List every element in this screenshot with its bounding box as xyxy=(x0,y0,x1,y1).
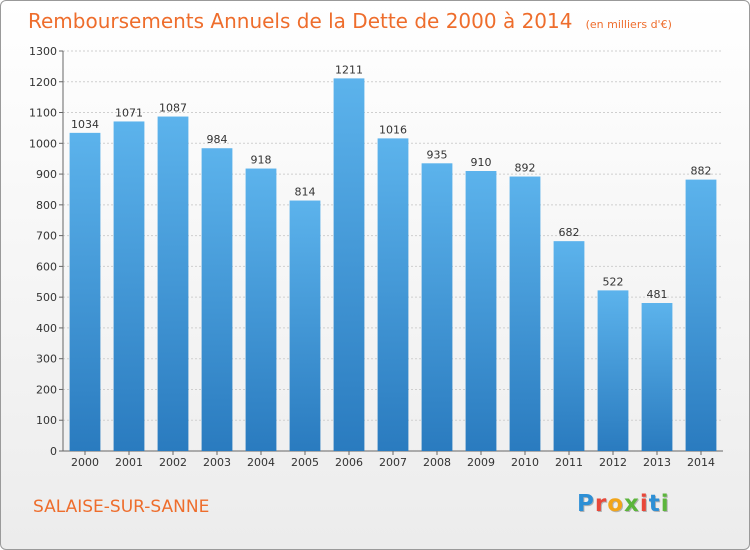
value-label-2011: 682 xyxy=(559,226,580,239)
x-tick-label-2013: 2013 xyxy=(643,456,671,469)
chart-subtitle: (en milliers d'€) xyxy=(585,18,672,31)
y-tick-label: 100 xyxy=(36,414,57,427)
value-label-2013: 481 xyxy=(647,288,668,301)
bar-2007 xyxy=(377,138,409,451)
x-tick-label-2014: 2014 xyxy=(687,456,715,469)
bar-2013 xyxy=(641,303,673,451)
logo-letter: o xyxy=(607,491,625,517)
value-label-2014: 882 xyxy=(691,165,712,178)
logo-letter: i xyxy=(639,491,649,517)
y-tick-label: 0 xyxy=(50,445,57,458)
bars xyxy=(69,78,717,452)
logo-letter: t xyxy=(648,491,661,517)
x-tick-label-2008: 2008 xyxy=(423,456,451,469)
value-label-2002: 1087 xyxy=(159,102,187,115)
bar-2009 xyxy=(465,171,497,451)
value-label-2003: 984 xyxy=(207,133,228,146)
value-label-2010: 892 xyxy=(515,162,536,175)
commune-name: SALAISE-SUR-SANNE xyxy=(33,497,210,517)
bar-2001 xyxy=(113,121,145,451)
bar-2012 xyxy=(597,290,629,451)
value-label-2006: 1211 xyxy=(335,63,363,76)
x-tick-label-2007: 2007 xyxy=(379,456,407,469)
x-tick-label-2009: 2009 xyxy=(467,456,495,469)
x-tick-label-2012: 2012 xyxy=(599,456,627,469)
chart-header: Remboursements Annuels de la Dette de 20… xyxy=(28,9,672,33)
labels: 0 100 200 300 400 500 600 700 800 900 1000 1100 1200… xyxy=(29,45,715,469)
bar-2010 xyxy=(509,176,541,452)
logo-letter: P xyxy=(577,491,595,517)
proxiti-logo: Proxiti xyxy=(577,491,670,517)
y-tick-label: 900 xyxy=(36,168,57,181)
bar-2004 xyxy=(245,168,277,452)
x-tick-label-2001: 2001 xyxy=(115,456,143,469)
y-tick-label: 1100 xyxy=(29,107,57,120)
x-tick-label-2003: 2003 xyxy=(203,456,231,469)
bar-2000 xyxy=(69,132,101,451)
y-tick-label: 1000 xyxy=(29,137,57,150)
x-tick-label-2000: 2000 xyxy=(71,456,99,469)
bar-2006 xyxy=(333,78,365,451)
value-label-2009: 910 xyxy=(471,156,492,169)
value-label-2007: 1016 xyxy=(379,123,407,136)
y-tick-label: 300 xyxy=(36,353,57,366)
bar-2008 xyxy=(421,163,453,452)
bar-2011 xyxy=(553,241,585,451)
value-label-2005: 814 xyxy=(295,186,316,199)
logo-letter: x xyxy=(624,491,640,517)
bar-2014 xyxy=(685,179,717,451)
y-tick-label: 1300 xyxy=(29,45,57,58)
logo-letter: i xyxy=(660,491,670,517)
value-label-2004: 918 xyxy=(251,154,272,167)
value-label-2012: 522 xyxy=(603,275,624,288)
x-tick-label-2004: 2004 xyxy=(247,456,275,469)
bar-2005 xyxy=(289,200,321,451)
y-tick-label: 500 xyxy=(36,291,57,304)
y-tick-label: 600 xyxy=(36,260,57,273)
y-tick-label: 800 xyxy=(36,199,57,212)
chart-title: Remboursements Annuels de la Dette de 20… xyxy=(28,9,573,33)
value-label-2001: 1071 xyxy=(115,106,143,119)
y-tick-label: 400 xyxy=(36,322,57,335)
y-tick-label: 700 xyxy=(36,230,57,243)
value-label-2008: 935 xyxy=(427,148,448,161)
y-tick-label: 200 xyxy=(36,383,57,396)
bar-2002 xyxy=(157,116,189,452)
x-tick-label-2005: 2005 xyxy=(291,456,319,469)
y-tick-label: 1200 xyxy=(29,76,57,89)
bar-2003 xyxy=(201,148,233,451)
x-tick-label-2010: 2010 xyxy=(511,456,539,469)
x-tick-label-2002: 2002 xyxy=(159,456,187,469)
value-label-2000: 1034 xyxy=(71,118,99,131)
x-tick-label-2011: 2011 xyxy=(555,456,583,469)
logo-letter: r xyxy=(594,491,608,517)
x-tick-label-2006: 2006 xyxy=(335,456,363,469)
